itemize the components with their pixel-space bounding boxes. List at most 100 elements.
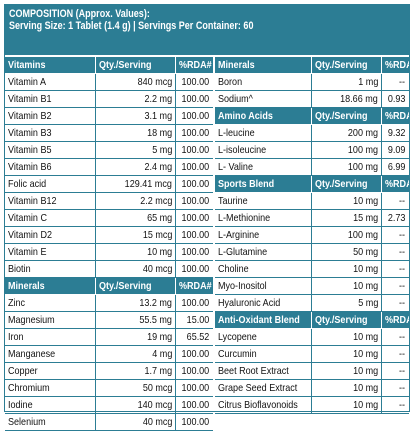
nutrient-name-text: Vitamin B3	[8, 127, 52, 139]
qty-per-serving-text: 10 mg	[352, 331, 378, 343]
nutrient-name-text: Amino Acids	[218, 110, 273, 122]
table-row: Biotin 40 mcg 100.00	[5, 261, 213, 278]
qty-per-serving-text: 140 mcg	[137, 399, 172, 411]
nutrient-name-text: Sports Blend	[218, 178, 275, 190]
rda-percent: 15.00	[175, 312, 213, 328]
section-header: Sports Blend Qty./Serving %RDA#	[215, 176, 409, 193]
table-row: Vitamin B1 2.2 mg 100.00	[5, 91, 213, 108]
rda-percent-text: 9.09	[387, 144, 405, 156]
rda-percent-text: %RDA#	[385, 178, 409, 190]
qty-per-serving: 18.66 mg	[311, 91, 381, 107]
qty-per-serving-text: 10 mg	[352, 348, 378, 360]
rda-percent: 0.93	[381, 91, 409, 107]
rda-percent-text: 0.93	[387, 93, 405, 105]
section-header: Minerals Qty./Serving %RDA#	[5, 278, 213, 295]
rda-percent: %RDA#	[175, 278, 213, 294]
table-row: L-isoleucine 100 mg 9.09	[215, 142, 409, 159]
rda-percent-text: 2.73	[387, 212, 405, 224]
serving-info: Serving Size: 1 Tablet (1.4 g) | Serving…	[9, 20, 254, 32]
rda-percent-text: --	[398, 280, 405, 292]
qty-per-serving-text: 10 mg	[352, 280, 378, 292]
rda-percent-text: --	[398, 195, 405, 207]
table-row: L-Methionine 15 mg 2.73	[215, 210, 409, 227]
qty-per-serving: 100 mg	[311, 227, 381, 243]
qty-per-serving: 5 mg	[311, 295, 381, 311]
table-row: Zinc 13.2 mg 100.00	[5, 295, 213, 312]
nutrient-name: L-Glutamine	[215, 244, 311, 260]
section-header: Minerals Qty./Serving %RDA#	[215, 57, 409, 74]
rda-percent-text: %RDA#	[385, 314, 409, 326]
table-row: Myo-Inositol 10 mg --	[215, 278, 409, 295]
rda-percent: %RDA#	[381, 176, 409, 192]
qty-per-serving-text: 10 mg	[352, 263, 378, 275]
nutrient-name: Folic acid	[5, 176, 95, 192]
table-row: L- Valine 100 mg 6.99	[215, 159, 409, 176]
rda-percent: 100.00	[175, 108, 213, 124]
table-row: Vitamin B2 3.1 mg 100.00	[5, 108, 213, 125]
nutrient-name: Minerals	[215, 57, 311, 73]
nutrient-name-text: Iodine	[8, 399, 33, 411]
qty-per-serving-text: 5 mg	[357, 297, 378, 309]
nutrient-name: Vitamin A	[5, 74, 95, 90]
qty-per-serving: 10 mg	[311, 363, 381, 379]
rda-percent: 65.52	[175, 329, 213, 345]
nutrient-name-text: Magnesium	[8, 314, 55, 326]
qty-per-serving-text: 10 mg	[352, 365, 378, 377]
qty-per-serving-text: 840 mcg	[137, 76, 172, 88]
nutrient-name-text: Vitamins	[8, 59, 46, 71]
qty-per-serving: 10 mg	[311, 380, 381, 396]
table-row: Sodium^ 18.66 mg 0.93	[215, 91, 409, 108]
qty-per-serving-text: 10 mg	[146, 246, 172, 258]
nutrient-name: Copper	[5, 363, 95, 379]
nutrient-name-text: L-Glutamine	[218, 246, 268, 258]
nutrient-name: Vitamin D2	[5, 227, 95, 243]
rda-percent-text: 100.00	[181, 348, 209, 360]
rda-percent: 100.00	[175, 227, 213, 243]
qty-per-serving: 55.5 mg	[95, 312, 175, 328]
nutrient-name-text: Grape Seed Extract	[218, 382, 298, 394]
rda-percent-text: 65.52	[186, 331, 209, 343]
nutrient-name: Vitamin B12	[5, 193, 95, 209]
rda-percent-text: --	[398, 331, 405, 343]
composition-panel: COMPOSITION (Approx. Values): Serving Si…	[4, 4, 410, 431]
rda-percent: 100.00	[175, 210, 213, 226]
qty-per-serving-text: 5 mg	[151, 144, 172, 156]
qty-per-serving: 2.2 mcg	[95, 193, 175, 209]
table-row: Lycopene 10 mg --	[215, 329, 409, 346]
qty-per-serving-text: 10 mg	[352, 382, 378, 394]
table-row: Vitamin C 65 mg 100.00	[5, 210, 213, 227]
nutrient-name: Selenium	[5, 414, 95, 430]
rda-percent-text: 100.00	[181, 229, 209, 241]
qty-per-serving-text: 100 mg	[347, 144, 378, 156]
rda-percent: --	[381, 397, 409, 413]
rda-percent: 100.00	[175, 346, 213, 362]
qty-per-serving: 100 mg	[311, 159, 381, 175]
qty-per-serving: Qty./Serving	[311, 176, 381, 192]
table-row: Copper 1.7 mg 100.00	[5, 363, 213, 380]
qty-per-serving: 100 mg	[311, 142, 381, 158]
qty-per-serving: 200 mg	[311, 125, 381, 141]
nutrient-name-text: Vitamin A	[8, 76, 46, 88]
nutrient-name-text: Biotin	[8, 263, 31, 275]
nutrient-name: Minerals	[5, 278, 95, 294]
rda-percent: 100.00	[175, 159, 213, 175]
table-row: Selenium 40 mcg 100.00	[5, 414, 213, 431]
rda-percent: --	[381, 346, 409, 362]
nutrient-name: Choline	[215, 261, 311, 277]
qty-per-serving: 40 mcg	[95, 261, 175, 277]
qty-per-serving: 2.4 mg	[95, 159, 175, 175]
qty-per-serving: 10 mg	[311, 397, 381, 413]
rda-percent-text: --	[398, 348, 405, 360]
qty-per-serving-text: 100 mg	[347, 229, 378, 241]
rda-percent-text: 100.00	[181, 246, 209, 258]
nutrient-name-text: Vitamin D2	[8, 229, 53, 241]
qty-per-serving: 10 mg	[311, 346, 381, 362]
rda-percent-text: --	[398, 399, 405, 411]
qty-per-serving: 65 mg	[95, 210, 175, 226]
rda-percent: 100.00	[175, 91, 213, 107]
nutrient-name: Chromium	[5, 380, 95, 396]
qty-per-serving-text: 2.4 mg	[144, 161, 172, 173]
nutrient-name: Curcumin	[215, 346, 311, 362]
qty-per-serving-text: Qty./Serving	[315, 59, 368, 71]
qty-per-serving: Qty./Serving	[95, 57, 175, 73]
